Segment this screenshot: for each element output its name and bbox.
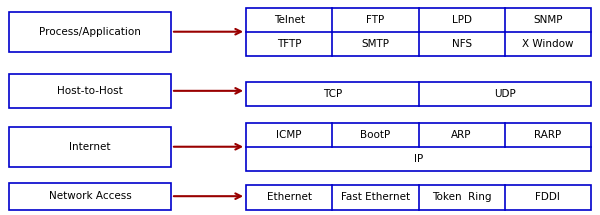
Text: SMTP: SMTP bbox=[361, 39, 389, 49]
FancyBboxPatch shape bbox=[246, 8, 591, 56]
Text: BootP: BootP bbox=[360, 130, 391, 140]
Text: Telnet: Telnet bbox=[274, 15, 305, 25]
Text: Fast Ethernet: Fast Ethernet bbox=[341, 192, 410, 202]
Text: Token  Ring: Token Ring bbox=[432, 192, 491, 202]
Text: UDP: UDP bbox=[494, 89, 515, 99]
Text: Process/Application: Process/Application bbox=[39, 27, 141, 37]
Text: Host-to-Host: Host-to-Host bbox=[57, 86, 123, 96]
FancyBboxPatch shape bbox=[246, 185, 591, 210]
Text: FDDI: FDDI bbox=[535, 192, 560, 202]
Text: Ethernet: Ethernet bbox=[266, 192, 311, 202]
Text: ARP: ARP bbox=[451, 130, 472, 140]
FancyBboxPatch shape bbox=[246, 82, 591, 106]
Text: FTP: FTP bbox=[366, 15, 385, 25]
Text: LPD: LPD bbox=[452, 15, 472, 25]
Text: Network Access: Network Access bbox=[49, 191, 131, 201]
Text: SNMP: SNMP bbox=[533, 15, 563, 25]
Text: IP: IP bbox=[414, 154, 423, 164]
Text: NFS: NFS bbox=[452, 39, 472, 49]
FancyBboxPatch shape bbox=[246, 123, 591, 171]
FancyBboxPatch shape bbox=[9, 127, 171, 167]
Text: RARP: RARP bbox=[534, 130, 562, 140]
Text: TFTP: TFTP bbox=[277, 39, 301, 49]
Text: X Window: X Window bbox=[522, 39, 574, 49]
FancyBboxPatch shape bbox=[9, 183, 171, 210]
Text: Internet: Internet bbox=[69, 142, 111, 152]
Text: ICMP: ICMP bbox=[277, 130, 302, 140]
FancyBboxPatch shape bbox=[9, 12, 171, 52]
Text: TCP: TCP bbox=[323, 89, 342, 99]
FancyBboxPatch shape bbox=[9, 74, 171, 108]
